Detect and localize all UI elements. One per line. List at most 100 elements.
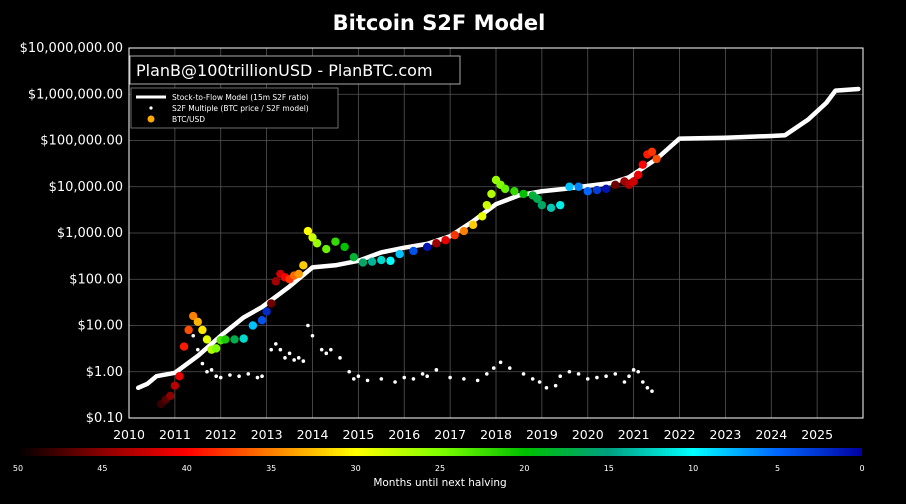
colorbar-tick-label: 0 bbox=[859, 464, 864, 473]
btc-price-point bbox=[184, 325, 193, 335]
x-tick-label: 2023 bbox=[709, 427, 741, 442]
s2f-multiple-point bbox=[260, 374, 264, 379]
s2f-multiple-point bbox=[544, 385, 549, 390]
y-tick-label: $10,000.00 bbox=[49, 180, 123, 195]
btc-price-point bbox=[349, 252, 358, 262]
btc-price-point bbox=[432, 239, 441, 248]
s2f-multiple-point bbox=[379, 377, 384, 381]
legend-swatch-dot bbox=[149, 106, 153, 110]
colorbar-tick-label: 15 bbox=[604, 464, 614, 473]
x-tick-label: 2016 bbox=[388, 427, 420, 442]
btc-price-point bbox=[422, 242, 432, 252]
y-tick-label: $10,000,000.00 bbox=[20, 41, 123, 56]
s2f-multiple-point bbox=[237, 374, 241, 379]
legend-swatch-circle bbox=[147, 115, 155, 123]
btc-price-point bbox=[170, 381, 180, 390]
watermark-box: PlanB@100trillionUSD - PlanBTC.com bbox=[129, 55, 461, 85]
btc-price-point bbox=[537, 200, 547, 210]
s2f-multiple-point bbox=[622, 380, 627, 384]
y-tick-label: $100.00 bbox=[69, 272, 123, 287]
s2f-multiple-point bbox=[604, 374, 608, 379]
btc-price-point bbox=[377, 255, 386, 265]
y-tick-label: $0.10 bbox=[86, 411, 123, 426]
y-tick-label: $1,000,000.00 bbox=[28, 87, 123, 102]
btc-price-point bbox=[299, 261, 308, 270]
watermark-text: PlanB@100trillionUSD - PlanBTC.com bbox=[136, 61, 433, 80]
s2f-multiple-point bbox=[306, 323, 310, 328]
btc-price-point bbox=[629, 177, 638, 186]
btc-price-point bbox=[478, 212, 487, 221]
x-tick-label: 2012 bbox=[205, 427, 237, 442]
x-tick-label: 2010 bbox=[113, 427, 145, 442]
s2f-multiple-point bbox=[209, 368, 214, 372]
btc-price-point bbox=[198, 325, 207, 335]
btc-price-point bbox=[556, 200, 565, 210]
s2f-multiple-point bbox=[636, 369, 641, 374]
y-tick-label: $10.00 bbox=[78, 319, 124, 334]
s2f-multiple-point bbox=[283, 356, 287, 360]
btc-price-point bbox=[189, 311, 198, 321]
s2f-multiple-point bbox=[196, 347, 200, 352]
btc-price-point bbox=[262, 307, 271, 316]
s2f-multiple-point bbox=[567, 369, 572, 374]
btc-price-point bbox=[294, 269, 303, 279]
x-axis: 2010 2011 2012 2013 2014 2015 2016 2017 2018 2019… bbox=[113, 427, 833, 442]
btc-price-point bbox=[331, 237, 340, 246]
btc-price-point bbox=[647, 147, 657, 156]
btc-price-point bbox=[248, 321, 258, 330]
btc-price-point bbox=[468, 220, 478, 230]
colorbar-tick-label: 5 bbox=[775, 464, 780, 473]
x-tick-label: 2013 bbox=[251, 427, 283, 442]
s2f-multiple-point bbox=[425, 374, 429, 379]
btc-price-point bbox=[193, 317, 203, 327]
s2f-multiple-point bbox=[310, 333, 315, 338]
x-tick-label: 2022 bbox=[664, 427, 696, 442]
btc-price-point bbox=[175, 372, 184, 381]
s2f-multiple-point bbox=[214, 374, 218, 379]
btc-price-point bbox=[211, 344, 221, 353]
btc-price-point bbox=[312, 239, 322, 248]
s2f-multiple-point bbox=[485, 372, 489, 376]
s2f-multiple-point bbox=[491, 366, 496, 370]
s2f-multiple-point bbox=[411, 377, 416, 381]
colorbar-tick-label: 45 bbox=[97, 464, 107, 473]
s2f-multiple-point bbox=[296, 356, 301, 360]
chart-title: Bitcoin S2F Model bbox=[333, 11, 546, 35]
btc-price-point bbox=[271, 277, 280, 286]
btc-price-point bbox=[308, 233, 317, 242]
btc-price-point bbox=[386, 256, 395, 266]
btc-price-point bbox=[441, 235, 450, 245]
legend-label: BTC/USD bbox=[172, 115, 205, 124]
btc-price-point bbox=[239, 334, 248, 343]
s2f-multiple-point bbox=[613, 372, 618, 376]
btc-price-point bbox=[221, 335, 230, 344]
legend: Stock-to-Flow Model (15m S2F ratio) S2F M… bbox=[130, 87, 339, 129]
btc-price-point bbox=[601, 184, 611, 194]
s2f-multiple-point bbox=[205, 369, 209, 374]
x-tick-label: 2021 bbox=[618, 427, 650, 442]
x-tick-label: 2018 bbox=[480, 427, 512, 442]
s2f-multiple-point bbox=[576, 372, 581, 376]
s2f-multiple-point bbox=[420, 372, 425, 376]
s2f-multiple-point bbox=[393, 380, 397, 384]
btc-price-point bbox=[230, 335, 239, 344]
s2f-multiple-point bbox=[356, 374, 361, 379]
s2f-multiple-point bbox=[200, 361, 205, 366]
colorbar-tick-label: 20 bbox=[519, 464, 529, 473]
s2f-multiple-point bbox=[255, 375, 260, 380]
btc-price-point bbox=[202, 335, 212, 344]
colorbar-tick-label: 25 bbox=[435, 464, 445, 473]
y-tick-label: $100,000.00 bbox=[40, 134, 123, 149]
plot-frame bbox=[128, 47, 864, 419]
btc-price-point bbox=[459, 226, 469, 236]
s2f-multiple-point bbox=[558, 374, 563, 379]
colorbar-tick-label: 40 bbox=[182, 464, 192, 473]
colorbar-gradient bbox=[18, 448, 862, 456]
btc-price-point bbox=[592, 185, 602, 195]
colorbar-tick-label: 50 bbox=[13, 464, 23, 473]
btc-price-point bbox=[546, 203, 556, 213]
s2f-multiple-point bbox=[507, 366, 512, 370]
plot-area bbox=[135, 86, 861, 409]
s2f-multiple-point bbox=[462, 377, 466, 381]
